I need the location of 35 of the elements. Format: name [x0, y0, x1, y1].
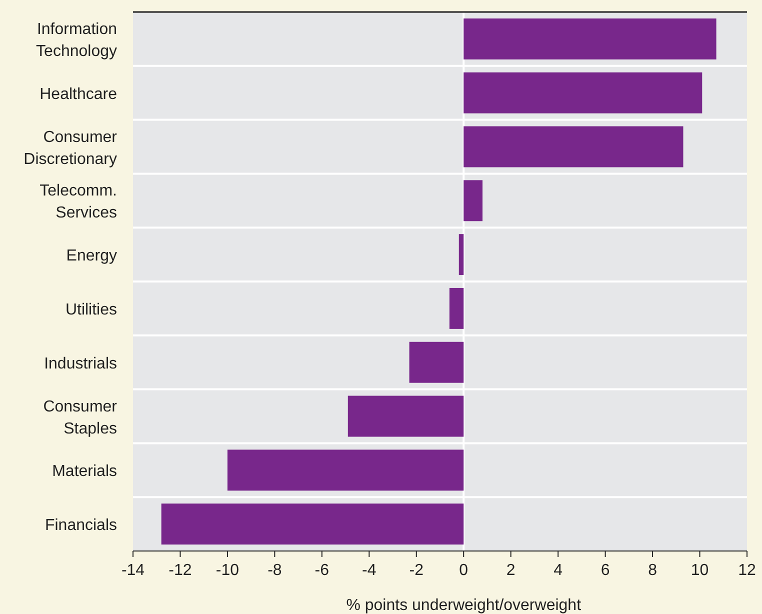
bar	[464, 72, 702, 114]
y-tick-label: Telecomm. Services	[40, 182, 117, 222]
x-tick-label: -10	[216, 562, 240, 579]
y-tick-label: Energy	[66, 248, 117, 265]
y-tick-label: Materials	[52, 463, 117, 480]
x-tick-label: -2	[409, 562, 424, 579]
x-tick-label: 12	[738, 562, 756, 579]
x-tick-label: 8	[648, 562, 658, 579]
x-tick-label: -4	[362, 562, 376, 579]
y-tick-label: Consumer Staples	[43, 398, 118, 438]
y-tick-label: Industrials	[44, 355, 117, 372]
x-tick-label: 4	[554, 562, 563, 579]
y-tick-label: Healthcare	[40, 86, 118, 103]
x-tick-label: 0	[459, 562, 468, 579]
y-tick-label: Information Technology	[36, 20, 117, 60]
bar	[409, 342, 464, 383]
bar	[161, 504, 464, 545]
bar	[458, 234, 464, 276]
y-tick-label: Financials	[44, 517, 117, 534]
bar	[348, 396, 464, 437]
bar	[227, 450, 464, 491]
x-tick-label: 2	[506, 562, 516, 579]
x-tick-label: -14	[121, 562, 145, 579]
y-tick-label: Utilities	[65, 301, 117, 318]
bar	[449, 288, 464, 329]
bar	[464, 180, 483, 222]
bar	[464, 18, 716, 60]
x-tick-label: 10	[690, 562, 709, 579]
x-tick-label: -12	[168, 562, 192, 579]
y-tick-label: Consumer Discretionary	[24, 128, 118, 168]
x-tick-label: 6	[600, 562, 610, 579]
bar	[464, 126, 684, 168]
x-tick-label: -8	[268, 562, 282, 579]
x-axis-title: % points underweight/overweight	[346, 597, 582, 614]
x-tick-label: -6	[314, 562, 330, 579]
